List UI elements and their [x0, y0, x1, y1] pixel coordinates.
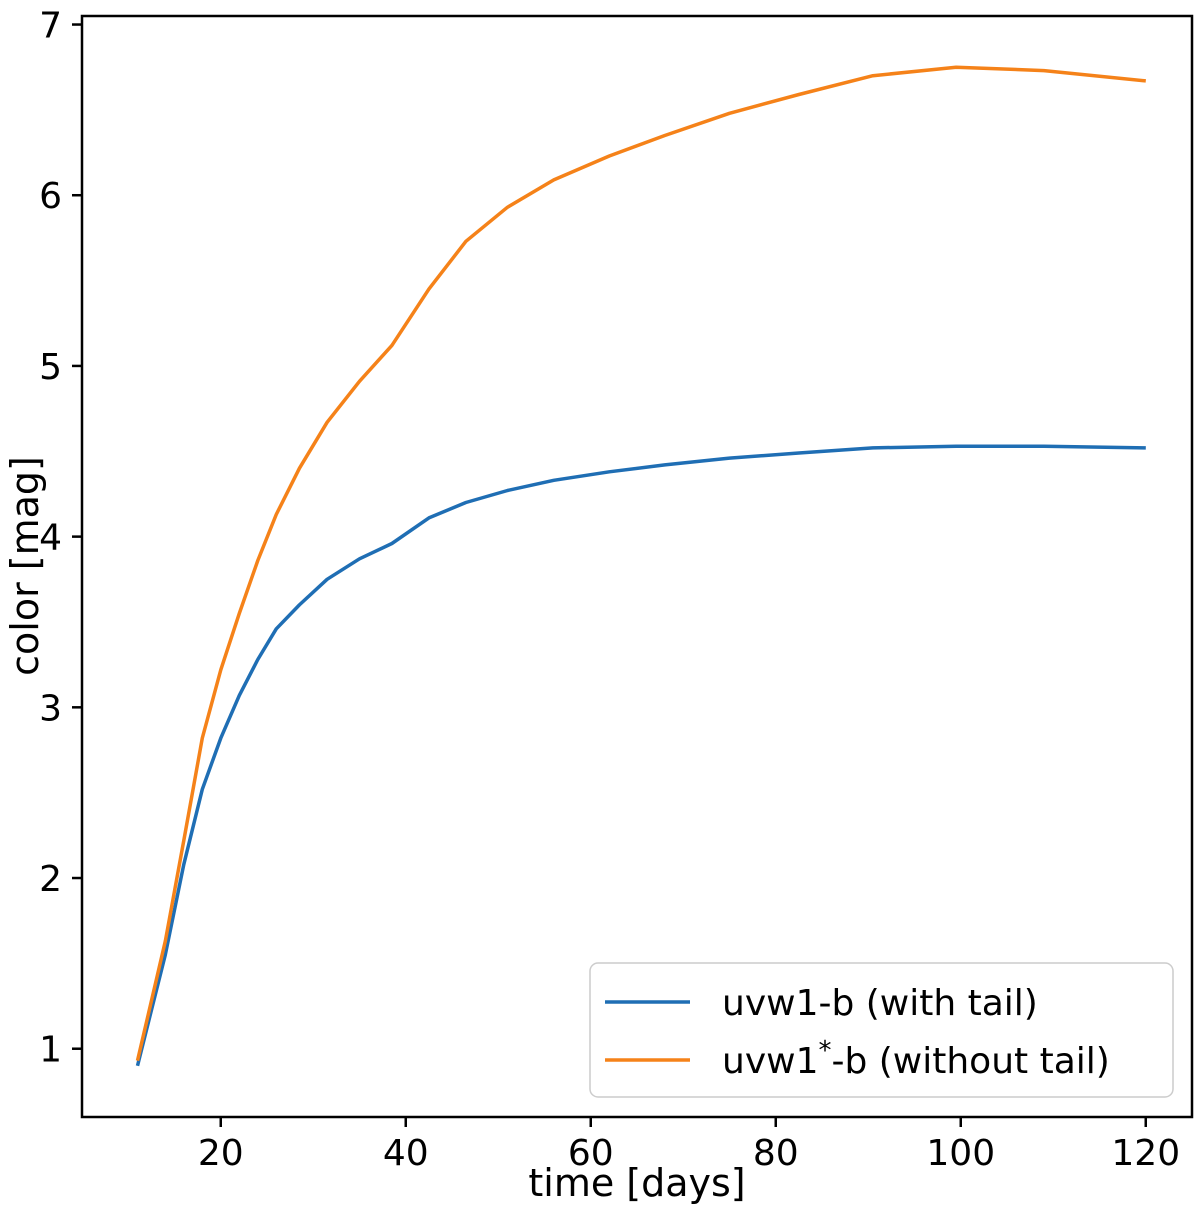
legend-label-1: uvw1*-b (without tail) — [722, 1036, 1110, 1082]
series-layer — [135, 65, 1146, 1067]
y-tick-label: 1 — [39, 1030, 62, 1071]
y-tick-label: 2 — [39, 859, 62, 900]
x-tick-label: 40 — [383, 1133, 429, 1174]
x-tick-label: 120 — [1111, 1133, 1180, 1174]
y-tick-label: 5 — [39, 347, 62, 388]
legend-box — [589, 962, 1174, 1098]
y-tick-label: 6 — [39, 176, 62, 217]
x-axis-label: time [days] — [528, 1161, 745, 1205]
legend-label-rest: -b (without tail) — [831, 1041, 1109, 1082]
x-tick-label: 100 — [926, 1133, 995, 1174]
legend-label-base: uvw1 — [722, 983, 818, 1024]
y-tick-label: 7 — [39, 6, 62, 47]
y-axis: 1 2 3 4 5 6 7 — [39, 6, 82, 1071]
y-tick-label: 4 — [39, 518, 62, 559]
y-tick-label: 3 — [39, 688, 62, 729]
legend-label-0: uvw1-b (with tail) — [722, 983, 1038, 1024]
legend-label-base: uvw1 — [722, 1041, 818, 1082]
x-tick-label: 60 — [568, 1133, 614, 1174]
legend: uvw1-b (with tail)uvw1*-b (without tail) — [589, 962, 1174, 1098]
legend-items: uvw1-b (with tail)uvw1*-b (without tail) — [605, 983, 1110, 1082]
x-tick-label: 20 — [198, 1133, 244, 1174]
x-axis: 20 40 60 80 100 120 — [198, 1117, 1180, 1174]
legend-label-superscript: * — [818, 1036, 831, 1066]
plot-frame — [80, 14, 1194, 1119]
x-tick-label: 80 — [753, 1133, 799, 1174]
y-axis-label: color [mag] — [3, 456, 47, 676]
series-line-1 — [135, 65, 1146, 1062]
series-line-0 — [135, 444, 1146, 1067]
legend-label-rest: -b (with tail) — [818, 983, 1037, 1024]
